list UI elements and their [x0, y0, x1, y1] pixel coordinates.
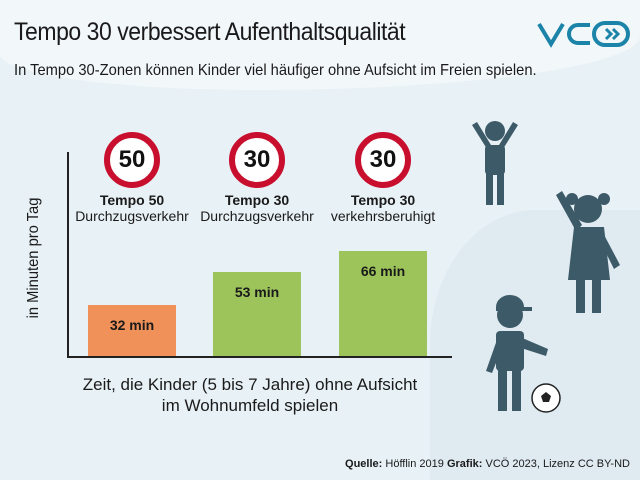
boy-with-cap-figure	[486, 295, 548, 411]
speed-limit-sign-icon: 30	[229, 132, 285, 188]
source-value: Höfflin 2019	[385, 458, 444, 470]
category-name: Tempo 30	[224, 192, 290, 208]
category-label: Tempo 30 verkehrsberuhigt	[308, 192, 458, 224]
category-sub: Durchzugsverkehr	[200, 208, 314, 224]
category-label: Tempo 50 Durchzugsverkehr	[57, 192, 207, 224]
child-arms-up-figure	[472, 121, 518, 205]
chart-title: Tempo 30 verbessert Aufenthaltsqualität	[14, 18, 406, 46]
bar-value-label: 32 min	[109, 317, 155, 334]
bar	[213, 271, 301, 356]
y-axis-line	[67, 152, 69, 357]
speed-limit-sign-icon: 50	[104, 132, 160, 188]
x-axis-label-line: im Wohnumfeld spielen	[161, 396, 339, 415]
x-axis-label: Zeit, die Kinder (5 bis 7 Jahre) ohne Au…	[40, 374, 460, 416]
category-label: Tempo 30 Durchzugsverkehr	[182, 192, 332, 224]
category-sub: verkehrsberuhigt	[330, 208, 436, 224]
category-name: Tempo 30	[350, 192, 416, 208]
y-axis-label: in Minuten pro Tag	[25, 197, 42, 319]
graphic-label: Grafik:	[446, 458, 483, 470]
x-axis-line	[67, 356, 452, 358]
category-sub: Durchzugsverkehr	[75, 208, 189, 224]
speed-limit-sign-icon: 30	[355, 132, 411, 188]
soccer-ball-icon	[531, 383, 561, 413]
bar	[88, 305, 176, 356]
girl-waving-figure	[556, 191, 620, 313]
category-name: Tempo 50	[99, 192, 165, 208]
bar-value-label: 53 min	[234, 283, 280, 300]
chart-subtitle: In Tempo 30-Zonen können Kinder viel häu…	[14, 62, 537, 79]
source-note: Quelle: Höfflin 2019 Grafik: VCÖ 2023, L…	[345, 458, 630, 470]
x-axis-label-line: Zeit, die Kinder (5 bis 7 Jahre) ohne Au…	[82, 375, 418, 394]
bar	[339, 251, 427, 356]
graphic-value: VCÖ 2023, Lizenz CC BY-ND	[485, 458, 631, 470]
vco-logo	[537, 21, 630, 48]
children-illustration	[472, 121, 620, 413]
source-label: Quelle:	[345, 458, 383, 470]
bar-value-label: 66 min	[360, 263, 406, 280]
